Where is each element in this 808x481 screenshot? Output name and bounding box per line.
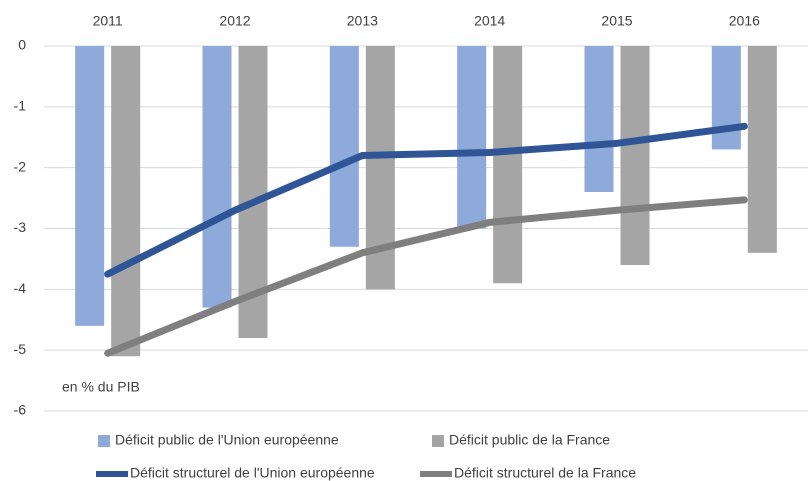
y-tick-label: -1 (14, 98, 27, 114)
y-tick-label: -6 (14, 402, 27, 418)
x-tick-label: 2013 (347, 13, 378, 29)
bar (747, 46, 777, 253)
x-tick-label: 2011 (93, 13, 123, 29)
bar (584, 46, 614, 192)
bar (493, 46, 523, 284)
y-tick-label: -5 (14, 341, 27, 357)
x-tick-label: 2014 (474, 13, 505, 29)
legend-swatch (432, 435, 444, 447)
bar (202, 46, 232, 308)
legend-label: Déficit structurel de la France (454, 465, 636, 481)
x-tick-label: 2016 (729, 13, 760, 29)
bar (620, 46, 650, 265)
annotation: en % du PIB (62, 379, 140, 395)
line (104, 122, 748, 278)
x-tick-label: 2012 (219, 13, 250, 29)
y-tick-label: -4 (14, 280, 27, 296)
bar (457, 46, 487, 229)
x-tick-label: 2015 (601, 13, 632, 29)
y-tick-label: -3 (14, 219, 27, 235)
bar (329, 46, 359, 247)
y-tick-label: -2 (14, 158, 27, 174)
legend-label: Déficit structurel de l'Union européenne (130, 465, 375, 481)
y-tick-label: 0 (18, 37, 26, 53)
legend-label: Déficit public de l'Union européenne (115, 432, 339, 448)
line (104, 196, 748, 357)
bar (711, 46, 741, 150)
legend-label: Déficit public de la France (449, 432, 610, 448)
legend-swatch (98, 435, 110, 447)
bar (111, 46, 141, 357)
bar (75, 46, 105, 326)
